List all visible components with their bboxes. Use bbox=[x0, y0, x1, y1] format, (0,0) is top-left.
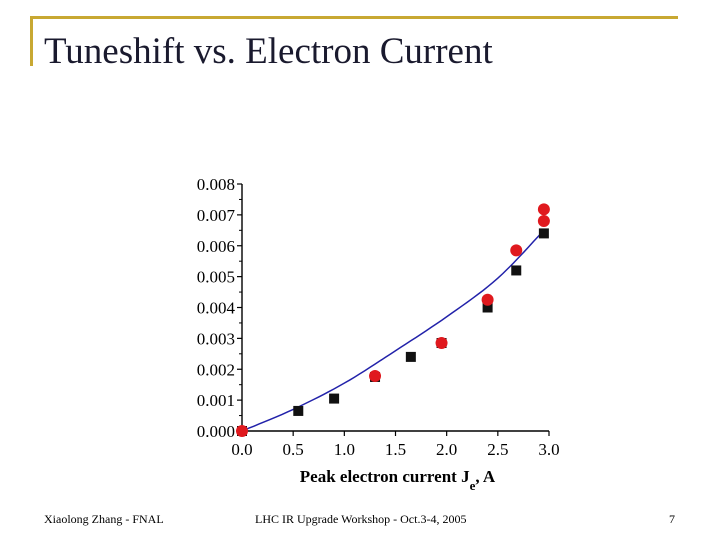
x-tick-label: 3.0 bbox=[538, 440, 559, 459]
square-data-point bbox=[511, 265, 522, 276]
title-frame-left-rule bbox=[30, 16, 33, 66]
x-tick-label: 1.0 bbox=[334, 440, 355, 459]
y-tick-label: 0.000 bbox=[197, 422, 235, 441]
page-number: 7 bbox=[669, 512, 675, 526]
footer-event: LHC IR Upgrade Workshop - Oct.3-4, 2005 bbox=[255, 512, 467, 526]
footer-author: Xiaolong Zhang - FNAL bbox=[44, 512, 164, 526]
x-axis-label: Peak electron current Je, A bbox=[300, 467, 496, 493]
x-tick-label: 2.0 bbox=[436, 440, 457, 459]
square-data-point bbox=[293, 405, 304, 416]
square-data-point bbox=[405, 351, 416, 362]
circle-data-point bbox=[510, 244, 523, 257]
circle-data-point bbox=[435, 337, 448, 350]
square-data-point bbox=[482, 302, 493, 313]
circle-data-point bbox=[537, 203, 550, 216]
y-tick-label: 0.006 bbox=[197, 237, 235, 256]
slide-title: Tuneshift vs. Electron Current bbox=[44, 31, 493, 72]
circle-data-point bbox=[537, 215, 550, 228]
y-tick-label: 0.003 bbox=[197, 329, 235, 348]
circle-data-point bbox=[369, 370, 382, 383]
x-tick-label: 0.0 bbox=[231, 440, 252, 459]
y-tick-label: 0.002 bbox=[197, 360, 235, 379]
fit-curve bbox=[241, 229, 545, 432]
square-data-point bbox=[329, 393, 340, 404]
circle-data-point bbox=[481, 293, 494, 306]
x-tick-label: 2.5 bbox=[487, 440, 508, 459]
x-tick-label: 1.5 bbox=[385, 440, 406, 459]
y-tick-label: 0.001 bbox=[197, 391, 235, 410]
circle-data-point bbox=[236, 425, 248, 437]
title-frame-top-rule bbox=[30, 16, 678, 19]
plot-area bbox=[242, 184, 549, 431]
y-tick-label: 0.004 bbox=[197, 299, 236, 318]
x-tick-label: 0.5 bbox=[283, 440, 304, 459]
y-tick-label: 0.007 bbox=[197, 206, 236, 225]
y-tick-label: 0.005 bbox=[197, 268, 235, 287]
y-tick-label: 0.008 bbox=[197, 175, 235, 194]
square-data-point bbox=[538, 228, 549, 239]
